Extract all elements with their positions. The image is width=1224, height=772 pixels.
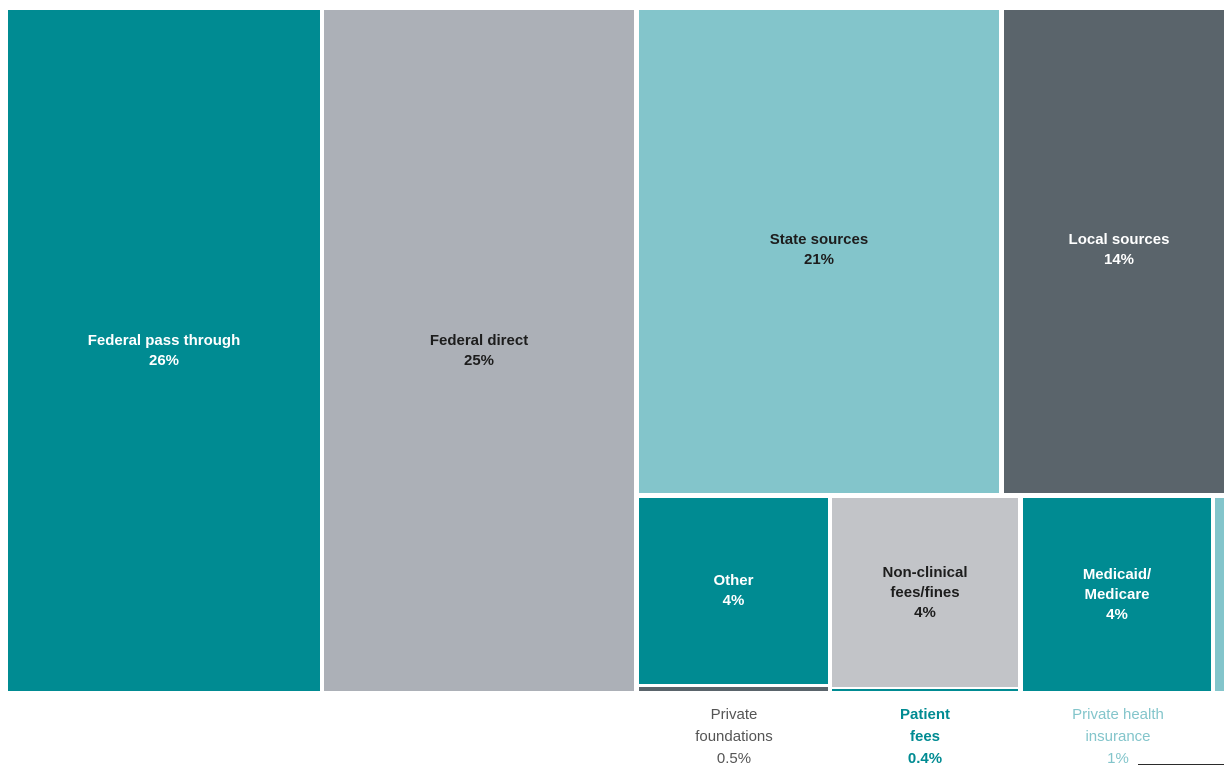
tile-label: Federal pass through [87, 331, 241, 349]
external-label-private-foundations: Private foundations 0.5% [654, 704, 814, 770]
tile-other: Other 4% [639, 498, 828, 684]
tile-value: 4% [1106, 605, 1128, 623]
tile-private-foundations [639, 687, 828, 691]
tile-federal-direct: Federal direct 25% [324, 10, 634, 691]
external-label-text: Patient fees [899, 706, 950, 745]
tile-value: 14% [1103, 251, 1135, 268]
tile-value: 4% [914, 603, 936, 621]
tile-local-sources: Local sources 14% [1004, 10, 1224, 493]
tile-label: Federal direct [429, 331, 529, 349]
tile-value: 21% [803, 251, 835, 268]
external-label-text: Private foundations [695, 706, 773, 745]
tile-state-sources: State sources 21% [639, 10, 999, 493]
leader-line [1138, 764, 1224, 765]
tile-federal-pass-through: Federal pass through 26% [8, 10, 320, 691]
tile-value: 26% [148, 351, 180, 369]
tile-value: 4% [722, 592, 745, 609]
tile-label: State sources [769, 231, 869, 248]
tile-label: Other [713, 572, 754, 589]
external-label-private-health-insurance: Private health insurance 1% [1038, 704, 1198, 770]
external-label-patient-fees: Patient fees 0.4% [845, 704, 1005, 770]
tile-label: Non-clinical fees/fines [882, 563, 968, 601]
external-label-value: 0.5% [716, 750, 752, 767]
external-label-text: Private health insurance [1072, 706, 1164, 745]
tile-private-health-insurance [1215, 498, 1224, 691]
tile-patient-fees [832, 689, 1018, 691]
tile-label: Local sources [1068, 231, 1170, 248]
tile-non-clinical-fees-fines: Non-clinical fees/fines 4% [832, 498, 1018, 687]
external-label-value: 0.4% [907, 750, 943, 767]
tile-value: 25% [463, 351, 495, 369]
tile-medicaid-medicare: Medicaid/ Medicare 4% [1023, 498, 1211, 691]
tile-label: Medicaid/ Medicare [1082, 565, 1152, 603]
external-label-value: 1% [1107, 750, 1129, 767]
